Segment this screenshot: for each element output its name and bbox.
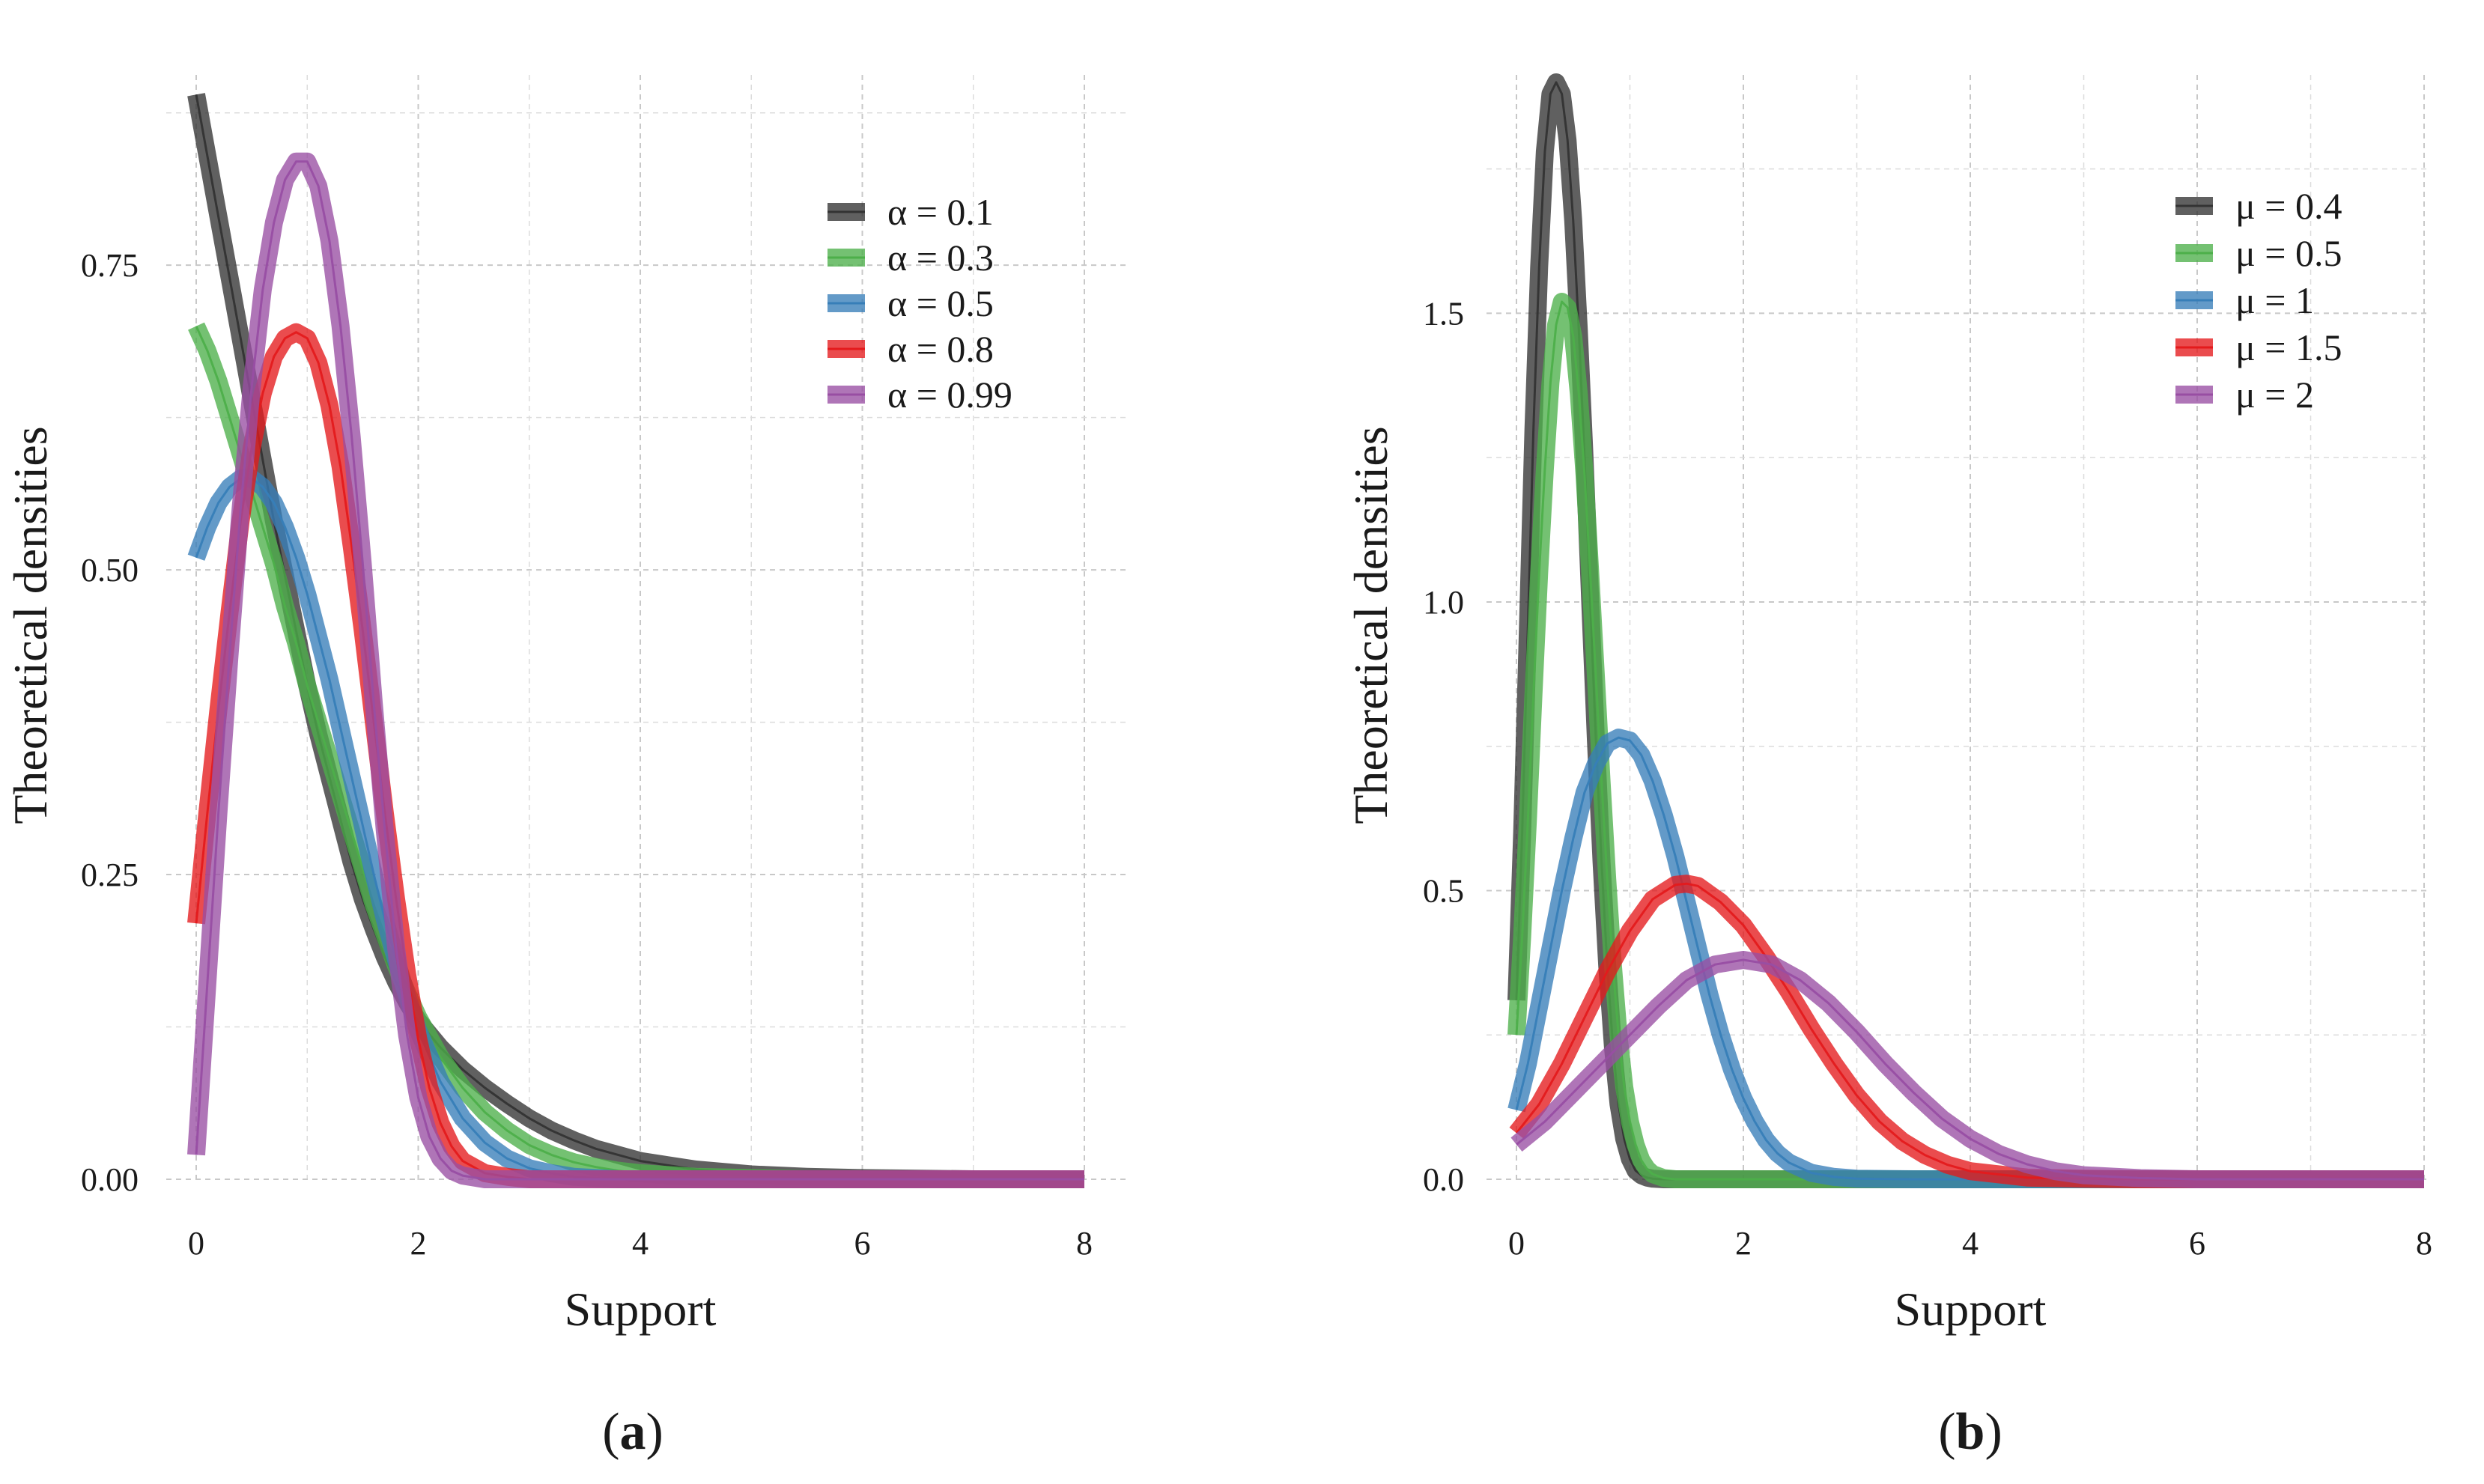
panel-a-x-tick-label: 8 [1076, 1225, 1093, 1262]
panel-b-caption-letter: b [1956, 1403, 1985, 1461]
panel-a-x-tick-label: 0 [188, 1225, 204, 1262]
panel-b-series-line-2 [1507, 729, 2424, 1188]
panel-b-legend-label-3: μ = 1.5 [2235, 326, 2342, 368]
panel-a-y-tick-label: 0.00 [81, 1161, 139, 1198]
panel-b-legend-label-2: μ = 1 [2235, 279, 2314, 321]
panel-a-legend-label-1: α = 0.3 [887, 237, 994, 279]
panel-b-x-ticks: 0 2 4 6 8 [1508, 1225, 2432, 1262]
panel-b-y-tick-label: 1.5 [1423, 295, 1464, 332]
panel-a-y-tick-label: 0.25 [81, 857, 139, 893]
panel-b-x-axis-label: Support [1895, 1283, 2047, 1336]
panel-b-x-tick-label: 8 [2416, 1225, 2432, 1262]
panel-b-y-tick-label: 1.0 [1423, 584, 1464, 621]
panel-b-legend: μ = 0.4 μ = 0.5 μ = 1 μ = 1.5 μ = 2 [2175, 185, 2342, 416]
panel-b-x-tick-label: 2 [1735, 1225, 1752, 1262]
panel-b-series [1507, 73, 2424, 1188]
panel-b-x-tick-label: 6 [2189, 1225, 2205, 1262]
panel-a-x-tick-label: 2 [410, 1225, 427, 1262]
panel-a: 0 2 4 6 8 0.00 0.25 0.50 0.75 Support Theoretic… [4, 75, 1127, 1461]
panel-a-x-ticks: 0 2 4 6 8 [188, 1225, 1093, 1262]
panel-b-x-tick-label: 4 [1962, 1225, 1979, 1262]
panel-a-y-tick-label: 0.75 [81, 247, 139, 284]
panel-a-series-core-4 [195, 160, 1084, 1181]
panel-a-caption: (a) [602, 1403, 663, 1461]
panel-a-y-axis-label: Theoretical densities [4, 426, 57, 824]
panel-b: 0 2 4 6 8 0.0 0.5 1.0 1.5 Support Theoretical d… [1344, 73, 2432, 1461]
panel-b-legend-label-4: μ = 2 [2235, 374, 2314, 416]
panel-a-x-axis-label: Support [565, 1283, 717, 1336]
panel-b-y-tick-label: 0.5 [1423, 872, 1464, 909]
panel-b-legend-label-0: μ = 0.4 [2235, 185, 2342, 227]
panel-b-series-core-4 [1516, 958, 2424, 1181]
panel-b-y-ticks: 0.0 0.5 1.0 1.5 [1423, 295, 1464, 1198]
panel-a-x-tick-label: 6 [854, 1225, 871, 1262]
panel-a-y-ticks: 0.00 0.25 0.50 0.75 [81, 247, 139, 1198]
panel-a-y-tick-label: 0.50 [81, 552, 139, 589]
panel-b-legend-label-1: μ = 0.5 [2235, 232, 2342, 274]
panel-b-y-axis-label: Theoretical densities [1344, 426, 1397, 824]
panel-b-y-tick-label: 0.0 [1423, 1161, 1464, 1198]
panel-a-legend-label-4: α = 0.99 [887, 374, 1012, 416]
panel-a-caption-letter: a [620, 1403, 646, 1461]
panel-a-legend: α = 0.1α = 0.3α = 0.5α = 0.8α = 0.99 [828, 191, 1012, 416]
panel-a-series [187, 93, 1084, 1188]
panel-a-legend-label-2: α = 0.5 [887, 282, 994, 324]
panel-b-caption: (b) [1938, 1403, 2002, 1461]
panel-a-legend-label-3: α = 0.8 [887, 328, 994, 370]
panel-a-x-tick-label: 4 [632, 1225, 649, 1262]
panel-a-legend-label-0: α = 0.1 [887, 191, 994, 233]
panel-b-x-tick-label: 0 [1508, 1225, 1525, 1262]
